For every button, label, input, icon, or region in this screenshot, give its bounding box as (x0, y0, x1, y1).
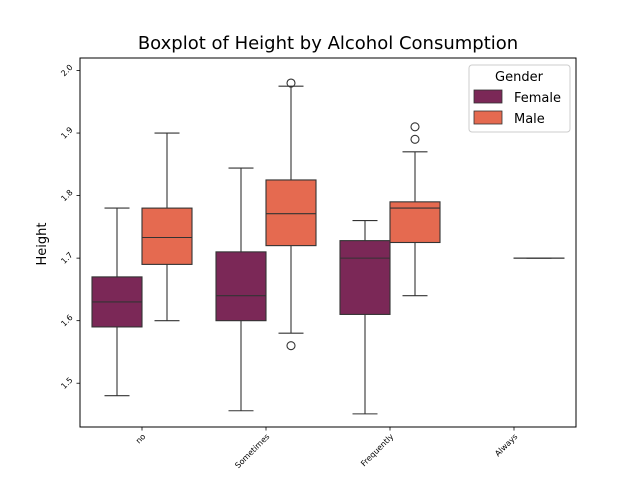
chart-title: Boxplot of Height by Alcohol Consumption (138, 33, 518, 54)
legend-label-male: Male (514, 112, 545, 127)
box-female-sometimes (215, 167, 267, 412)
outlier-point (286, 78, 296, 88)
outlier-point (286, 341, 296, 351)
box-iqr (265, 179, 317, 247)
x-tick-label: Sometimes (233, 432, 271, 470)
y-tick-label: 1.7 (59, 250, 74, 265)
legend-swatch-female (473, 89, 503, 104)
outlier-point (410, 134, 420, 144)
y-tick-label: 1.6 (59, 313, 74, 328)
box-iqr (339, 240, 391, 315)
box-male-no (141, 132, 193, 322)
y-axis-label: Height (35, 223, 50, 266)
box-female-frequently (339, 220, 391, 415)
box-male-sometimes (265, 78, 317, 351)
y-tick-label: 2.0 (59, 63, 74, 78)
outlier-point (410, 122, 420, 132)
x-tick-label: no (134, 432, 147, 445)
box-iqr (141, 207, 193, 265)
y-tick-label: 1.9 (59, 125, 74, 140)
box-iqr (215, 251, 267, 322)
legend-label-female: Female (514, 91, 561, 106)
x-tick-label: Always (493, 432, 519, 458)
y-tick-label: 1.5 (59, 376, 74, 391)
legend-title: Gender (495, 70, 544, 85)
plot-frame (79, 57, 577, 428)
legend: Gender Female Male (468, 64, 571, 133)
y-tick-label: 1.8 (59, 188, 74, 203)
x-tick-label: Frequently (359, 432, 395, 468)
legend-swatch-male (473, 110, 503, 125)
box-male-frequently (389, 122, 441, 297)
box-female-no (91, 207, 143, 397)
